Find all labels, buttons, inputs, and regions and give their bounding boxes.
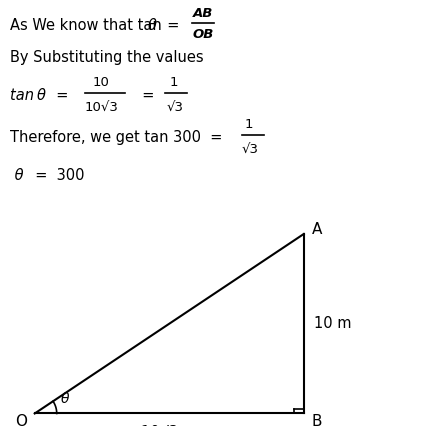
Text: θ: θ	[60, 392, 69, 406]
Text: B: B	[312, 414, 322, 426]
Text: By Substituting the values: By Substituting the values	[10, 50, 204, 66]
Text: OB: OB	[193, 29, 214, 41]
Text: θ: θ	[148, 18, 157, 34]
Text: As We know that tan: As We know that tan	[10, 18, 166, 34]
Text: 1: 1	[170, 76, 178, 89]
Text: θ: θ	[37, 89, 46, 104]
Text: =: =	[158, 18, 189, 34]
Text: 10√3 m: 10√3 m	[141, 424, 197, 426]
Text: 10: 10	[93, 76, 110, 89]
Text: 10√3: 10√3	[85, 101, 119, 113]
Text: AB: AB	[193, 8, 214, 20]
Text: √3: √3	[167, 101, 184, 113]
Text: 10 m: 10 m	[314, 316, 351, 331]
Text: θ: θ	[10, 168, 23, 183]
Text: =: =	[133, 89, 164, 104]
Text: √3: √3	[242, 142, 259, 155]
Text: =: =	[47, 89, 78, 104]
Text: A: A	[312, 222, 322, 237]
Text: 1: 1	[245, 118, 253, 131]
Text: Therefore, we get tan 300  =: Therefore, we get tan 300 =	[10, 130, 232, 145]
Text: tan: tan	[10, 89, 39, 104]
Text: O: O	[15, 414, 27, 426]
Text: =  300: = 300	[26, 168, 85, 183]
